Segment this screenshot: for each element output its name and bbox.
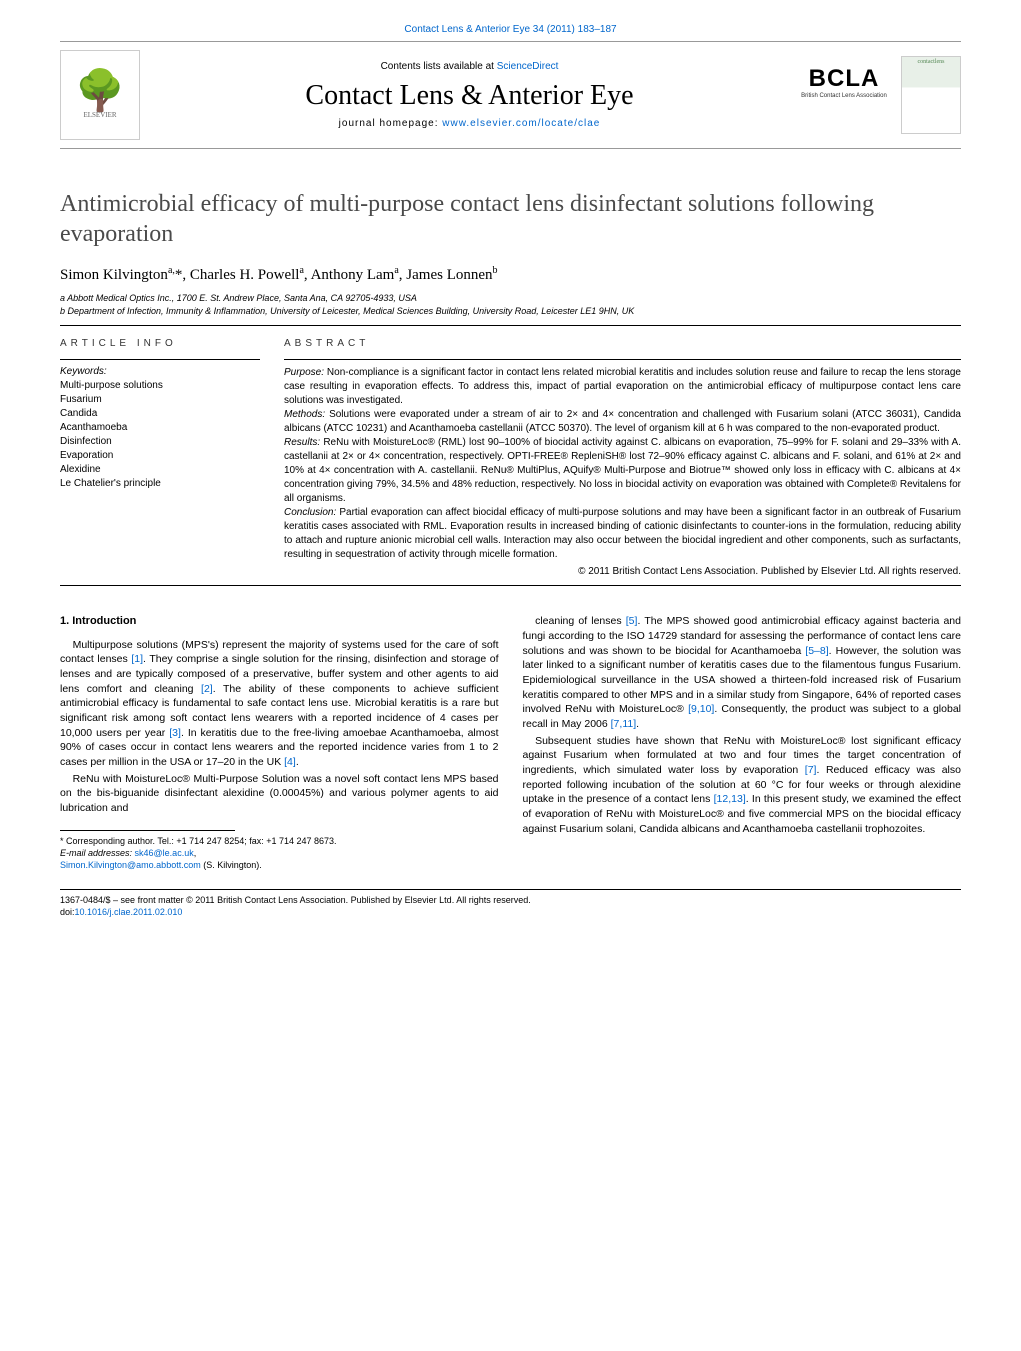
section-heading: 1. Introduction [60,614,499,629]
elsevier-logo: 🌳 ELSEVIER [60,50,140,140]
cover-thumbnail: contactlens [901,56,961,134]
divider-2 [60,585,961,586]
results-text: ReNu with MoistureLoc® (RML) lost 90–100… [284,437,961,504]
divider [60,325,961,326]
contents-pre: Contents lists available at [381,61,497,72]
conclusion-text: Partial evaporation can affect biocidal … [284,507,961,560]
email-line-2: Simon.Kilvington@amo.abbott.com (S. Kilv… [60,859,499,871]
abstract: abstract Purpose: Non-compliance is a si… [284,338,961,577]
issn-line: 1367-0484/$ – see front matter © 2011 Br… [60,894,961,906]
sciencedirect-link[interactable]: ScienceDirect [497,61,559,72]
homepage-pre: journal homepage: [339,118,443,129]
ref-7-11[interactable]: [7,11] [611,718,637,730]
homepage-line: journal homepage: www.elsevier.com/locat… [152,118,787,129]
para-3: cleaning of lenses [5]. The MPS showed g… [523,614,962,732]
corr-author: * Corresponding author. Tel.: +1 714 247… [60,835,499,847]
email-1[interactable]: sk46@le.ac.uk [135,848,194,858]
running-header: Contact Lens & Anterior Eye 34 (2011) 18… [60,24,961,35]
ref-5[interactable]: [5] [626,615,638,627]
bcla-text: BCLA [799,65,889,93]
abstract-divider [284,359,961,360]
purpose-text: Non-compliance is a significant factor i… [284,367,961,406]
article-info-label: article info [60,338,260,349]
ref-7[interactable]: [7] [805,764,817,776]
methods-label: Methods: [284,409,329,420]
abstract-label: abstract [284,338,961,349]
authors: Simon Kilvingtona,*, Charles H. Powella,… [60,265,961,284]
para-4: Subsequent studies have shown that ReNu … [523,734,962,837]
para-2: ReNu with MoistureLoc® Multi-Purpose Sol… [60,772,499,816]
info-abstract-row: article info Keywords: Multi-purpose sol… [60,338,961,577]
purpose-label: Purpose: [284,367,327,378]
email-sep: , [194,848,197,858]
bcla-logo: BCLA British Contact Lens Association [799,65,889,125]
methods-text: Solutions were evaporated under a stream… [284,409,961,434]
article-info: article info Keywords: Multi-purpose sol… [60,338,260,577]
ref-2[interactable]: [2] [201,683,213,695]
email-label: E-mail addresses: [60,848,135,858]
contents-line: Contents lists available at ScienceDirec… [152,61,787,72]
article-title: Antimicrobial efficacy of multi-purpose … [60,189,961,249]
ref-4[interactable]: [4] [284,756,296,768]
ref-3[interactable]: [3] [169,727,181,739]
footer: 1367-0484/$ – see front matter © 2011 Br… [60,889,961,918]
email-suffix: (S. Kilvington). [201,860,262,870]
ref-1[interactable]: [1] [131,653,143,665]
affiliations: a Abbott Medical Optics Inc., 1700 E. St… [60,292,961,317]
footnote-separator [60,830,235,831]
journal-name: Contact Lens & Anterior Eye [152,80,787,112]
abstract-body: Purpose: Non-compliance is a significant… [284,366,961,562]
conclusion-label: Conclusion: [284,507,339,518]
tree-icon: 🌳 [75,71,125,111]
email-line: E-mail addresses: sk46@le.ac.uk, [60,847,499,859]
copyright: © 2011 British Contact Lens Association.… [284,566,961,577]
keywords-label: Keywords: [60,366,260,377]
masthead: 🌳 ELSEVIER Contents lists available at S… [60,41,961,149]
results-label: Results: [284,437,323,448]
email-2[interactable]: Simon.Kilvington@amo.abbott.com [60,860,201,870]
para-1: Multipurpose solutions (MPS's) represent… [60,638,499,770]
elsevier-label: ELSEVIER [83,111,116,119]
ref-12-13[interactable]: [12,13] [714,793,746,805]
doi-line: doi:10.1016/j.clae.2011.02.010 [60,906,961,918]
doi-pre: doi: [60,907,75,917]
ref-5-8[interactable]: [5–8] [805,645,828,657]
homepage-link[interactable]: www.elsevier.com/locate/clae [442,118,600,129]
ref-9-10[interactable]: [9,10] [688,703,714,715]
doi-link[interactable]: 10.1016/j.clae.2011.02.010 [75,907,183,917]
footnotes: * Corresponding author. Tel.: +1 714 247… [60,835,499,871]
masthead-center: Contents lists available at ScienceDirec… [152,61,787,129]
body-text: 1. Introduction Multipurpose solutions (… [60,614,961,871]
p3a: cleaning of lenses [535,615,626,627]
bcla-subtext: British Contact Lens Association [799,93,889,99]
keywords-list: Multi-purpose solutionsFusariumCandidaAc… [60,379,260,491]
info-divider [60,359,260,360]
p1e: . [296,756,299,768]
p3e: . [636,718,639,730]
